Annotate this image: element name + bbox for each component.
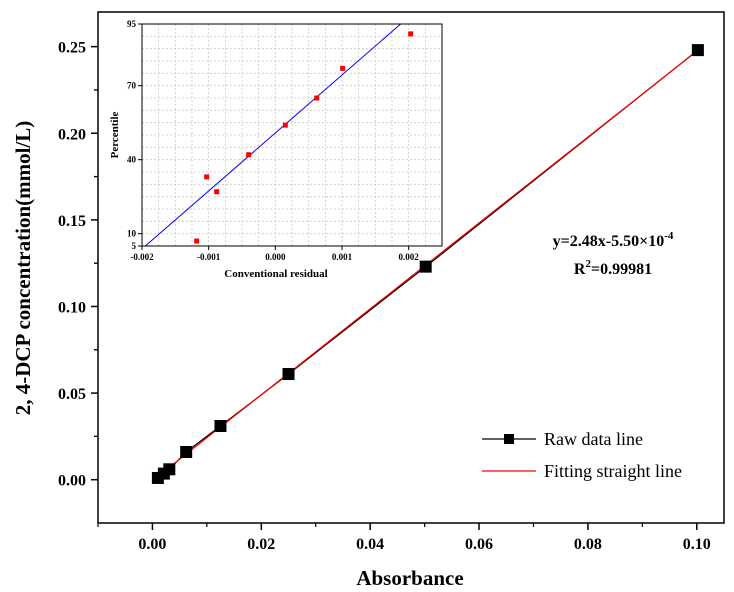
inset-frame	[141, 23, 443, 247]
inset-y-tick-label: 40	[127, 155, 137, 165]
inset-residual-point	[340, 65, 346, 71]
main-x-tick-label: 0.06	[465, 536, 493, 553]
inset-residual-point	[246, 152, 252, 158]
raw-data-point	[180, 445, 193, 458]
inset-y-tick-label: 95	[127, 19, 137, 29]
main-plot-frame	[97, 11, 725, 524]
legend-fit-label: Fitting straight line	[544, 461, 682, 481]
fit-equation: y=2.48x-5.50×10-4	[553, 230, 674, 250]
inset-x-tick-label: 0.001	[332, 252, 353, 262]
main-y-tick-label: 0.20	[58, 126, 86, 143]
fit-equation-base: y=2.48x-5.50×10	[553, 233, 665, 250]
inset-x-axis-title: Conventional residual	[224, 268, 327, 280]
main-y-axis: 0.00 0.05 0.10 0.15 0.20 0.25	[58, 40, 98, 490]
main-x-tick-label: 0.00	[138, 536, 166, 553]
inset-grid	[141, 23, 443, 247]
main-x-axis-title: Absorbance	[356, 566, 463, 590]
main-y-tick-label: 0.05	[58, 386, 86, 403]
r-squared: R2=0.99981	[574, 258, 652, 278]
inset-y-tick-label: 70	[127, 81, 137, 91]
main-x-tick-label: 0.10	[683, 536, 711, 553]
legend-item-fitting-line: Fitting straight line	[482, 461, 682, 481]
inset-y-tick-label: 10	[127, 229, 137, 239]
main-x-tick-label: 0.08	[574, 536, 602, 553]
legend-item-raw-data: Raw data line	[482, 429, 643, 449]
inset-plot: -0.002 -0.001 0.000 0.001 0.002 5 10 40 70 95 Co…	[109, 19, 443, 280]
main-x-tick-label: 0.04	[356, 536, 384, 553]
inset-residual-point	[314, 95, 320, 101]
inset-residual-point	[214, 189, 220, 195]
main-y-axis-title: 2, 4-DCP concentration(mmol/L)	[11, 121, 35, 416]
inset-residual-point	[408, 31, 414, 37]
main-y-tick-label: 0.25	[58, 40, 86, 57]
fit-equation-exponent: -4	[664, 230, 674, 242]
inset-residual-point	[204, 174, 210, 180]
r-squared-symbol: R	[574, 261, 586, 278]
inset-y-tick-label: 5	[132, 241, 137, 251]
inset-y-axis-title: Percentile	[109, 111, 121, 158]
inset-x-tick-label: -0.001	[197, 252, 221, 262]
inset-points	[194, 31, 414, 244]
inset-x-tick-label: -0.002	[130, 252, 154, 262]
raw-data-point	[282, 368, 295, 381]
main-y-tick-label: 0.10	[58, 299, 86, 316]
raw-data-point	[214, 419, 227, 432]
inset-x-tick-label: 0.000	[265, 252, 286, 262]
inset-residual-point	[194, 238, 200, 244]
legend-raw-marker-swatch	[504, 434, 514, 444]
main-series	[151, 44, 704, 484]
main-x-tick-label: 0.02	[247, 536, 275, 553]
main-plot: 0.00 0.02 0.04 0.06 0.08 0.10 0.00 0.05 0.10 0.1…	[11, 11, 725, 590]
inset-residual-point	[282, 122, 288, 128]
main-x-axis: 0.00 0.02 0.04 0.06 0.08 0.10	[97, 523, 711, 553]
main-y-tick-label: 0.15	[58, 213, 86, 230]
inset-normal-reference-line	[145, 23, 401, 247]
raw-data-point	[691, 44, 704, 57]
inset-x-axis: -0.002 -0.001 0.000 0.001 0.002	[130, 246, 419, 262]
raw-data-point	[163, 463, 176, 476]
raw-data-point	[419, 260, 432, 273]
main-y-tick-label: 0.00	[58, 473, 86, 490]
r-squared-exponent: 2	[585, 258, 591, 270]
legend-raw-label: Raw data line	[544, 429, 643, 449]
legend: Raw data line Fitting straight line	[482, 429, 682, 481]
inset-x-tick-label: 0.002	[399, 252, 420, 262]
inset-y-axis: 5 10 40 70 95	[127, 19, 142, 251]
r-squared-value: =0.99981	[591, 261, 652, 278]
inset-reference-line	[145, 23, 401, 247]
